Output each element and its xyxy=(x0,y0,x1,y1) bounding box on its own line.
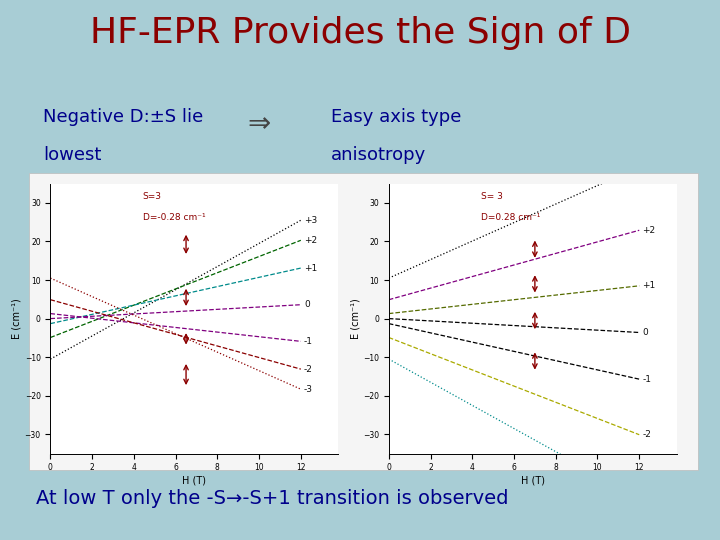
X-axis label: H (T): H (T) xyxy=(182,475,207,485)
Text: At low T only the -S→-S+1 transition is observed: At low T only the -S→-S+1 transition is … xyxy=(36,489,508,508)
Text: anisotropy: anisotropy xyxy=(331,146,426,164)
Text: +1: +1 xyxy=(304,264,318,273)
Text: -3: -3 xyxy=(304,384,313,394)
Text: ⇒: ⇒ xyxy=(248,110,271,138)
Y-axis label: E (cm⁻¹): E (cm⁻¹) xyxy=(350,298,360,339)
Text: S=3: S=3 xyxy=(143,192,161,201)
Text: +2: +2 xyxy=(304,236,317,245)
Text: +3: +3 xyxy=(304,216,318,225)
Text: -2: -2 xyxy=(304,364,313,374)
Text: D=-0.28 cm⁻¹: D=-0.28 cm⁻¹ xyxy=(143,213,205,222)
Text: HF-EPR Provides the Sign of D: HF-EPR Provides the Sign of D xyxy=(89,16,631,50)
X-axis label: H (T): H (T) xyxy=(521,475,545,485)
Text: Negative D:±S lie: Negative D:±S lie xyxy=(43,108,204,126)
Text: 0: 0 xyxy=(304,300,310,309)
Text: S= 3: S= 3 xyxy=(481,192,503,201)
Text: lowest: lowest xyxy=(43,146,102,164)
Text: D=0.28 cm⁻¹: D=0.28 cm⁻¹ xyxy=(481,213,540,222)
Text: -1: -1 xyxy=(642,375,652,383)
Text: 0: 0 xyxy=(642,328,648,337)
Text: +1: +1 xyxy=(642,281,656,291)
Text: +2: +2 xyxy=(642,226,655,235)
Y-axis label: E (cm⁻¹): E (cm⁻¹) xyxy=(12,298,22,339)
Text: -2: -2 xyxy=(642,430,652,439)
Text: -1: -1 xyxy=(304,337,313,346)
Text: Easy axis type: Easy axis type xyxy=(331,108,462,126)
